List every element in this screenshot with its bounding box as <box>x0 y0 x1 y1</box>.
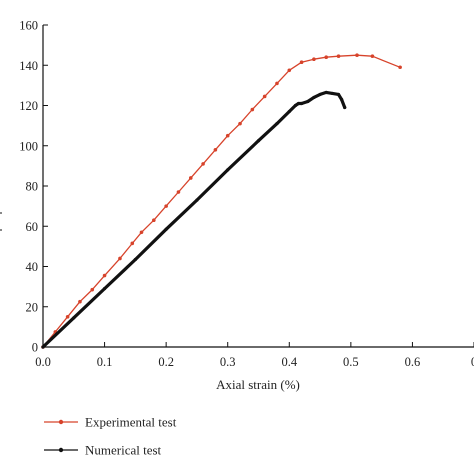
data-point-experimental <box>152 218 156 223</box>
y-tick-label: 140 <box>19 59 38 73</box>
data-point-experimental <box>250 107 255 112</box>
y-tick-label: 0 <box>32 341 38 355</box>
data-point-numerical <box>318 92 322 97</box>
data-point-numerical <box>41 345 45 349</box>
data-point-experimental <box>139 230 144 235</box>
x-tick-label: 0.4 <box>281 355 297 369</box>
data-point-numerical <box>275 122 279 126</box>
y-tick-label: 160 <box>19 19 38 33</box>
data-point-numerical <box>287 109 291 114</box>
y-tick-label: 120 <box>19 99 38 113</box>
data-point-experimental <box>238 121 242 126</box>
data-point-experimental <box>398 65 402 70</box>
legend-marker <box>58 419 64 425</box>
legend-label: Numerical test <box>85 443 162 458</box>
data-point-experimental <box>164 204 168 208</box>
y-tick-label: 20 <box>26 300 39 314</box>
y-tick-label: 40 <box>26 260 39 274</box>
legend: Experimental test Numerical test <box>44 415 177 458</box>
x-tick-label: 0.3 <box>220 355 236 369</box>
series-line-experimental <box>42 54 401 348</box>
series-group <box>41 53 402 349</box>
data-point-numerical <box>256 139 261 143</box>
data-point-numerical <box>226 168 230 172</box>
x-axis-title: Axial strain (%) <box>216 377 300 392</box>
data-point-numerical <box>293 103 298 108</box>
x-tick-label: 0.2 <box>158 355 174 369</box>
data-point-numerical <box>324 90 328 95</box>
data-point-numerical <box>343 105 347 110</box>
data-point-numerical <box>340 97 344 102</box>
data-point-numerical <box>336 92 341 97</box>
data-point-experimental <box>118 256 122 261</box>
data-point-experimental <box>176 190 181 194</box>
data-point-numerical <box>296 101 301 106</box>
x-tick-label: 0.1 <box>97 355 113 369</box>
y-tick-label: 80 <box>26 180 39 194</box>
axes: 0 20 40 60 80 100 120 140 160 0.0 0.1 0.2 0.3 0.4 0.5 0… <box>0 19 474 369</box>
data-point-experimental <box>262 94 267 99</box>
data-point-experimental <box>287 68 292 73</box>
data-point-experimental <box>102 273 107 278</box>
data-point-numerical <box>164 227 168 231</box>
data-point-numerical <box>133 257 137 262</box>
data-point-numerical <box>102 287 107 291</box>
x-tick-label: 0.6 <box>405 355 421 369</box>
data-point-experimental <box>324 55 329 59</box>
data-point-experimental <box>201 162 205 166</box>
data-point-experimental <box>275 81 279 86</box>
data-point-experimental <box>299 60 304 65</box>
data-point-numerical <box>312 95 316 100</box>
y-tick-label: 60 <box>26 220 39 234</box>
data-point-experimental <box>188 176 193 180</box>
data-point-numerical <box>195 198 199 202</box>
data-point-experimental <box>213 147 218 152</box>
x-tick-label: 0 <box>471 355 474 369</box>
data-point-experimental <box>78 299 82 304</box>
data-point-experimental <box>225 133 230 138</box>
data-point-numerical <box>72 316 76 320</box>
data-point-experimental <box>312 57 316 62</box>
data-point-experimental <box>355 53 359 57</box>
series-line-numerical <box>41 90 347 349</box>
y-tick-label: 100 <box>19 139 38 153</box>
data-point-experimental <box>65 315 70 319</box>
data-point-numerical <box>300 101 304 106</box>
data-point-numerical <box>306 99 310 104</box>
x-tick-label: 0.5 <box>343 355 359 369</box>
data-point-experimental <box>90 287 95 292</box>
data-point-numerical <box>330 91 334 96</box>
data-point-experimental <box>336 54 341 58</box>
data-point-experimental <box>370 54 375 58</box>
legend-marker <box>58 447 64 453</box>
x-tick-label: 0.0 <box>35 355 51 369</box>
legend-label: Experimental test <box>85 415 177 430</box>
data-point-experimental <box>130 241 135 246</box>
